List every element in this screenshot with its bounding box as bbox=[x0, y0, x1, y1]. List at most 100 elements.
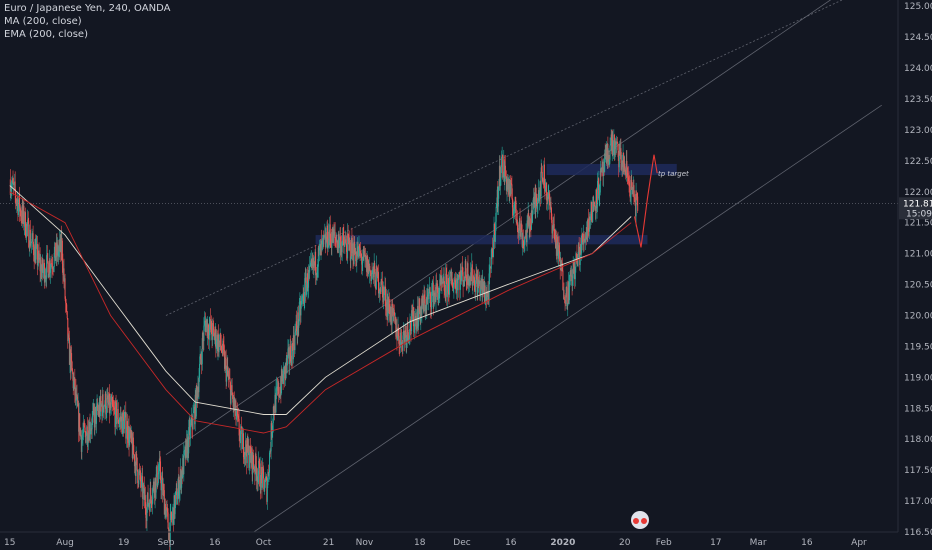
candle-body bbox=[420, 306, 422, 315]
candle-body bbox=[367, 260, 369, 277]
candle-body bbox=[167, 508, 169, 513]
candle-body bbox=[558, 245, 560, 259]
candle-body bbox=[398, 336, 400, 347]
candle-body bbox=[248, 462, 250, 468]
candle-body bbox=[534, 194, 536, 208]
price-tick-label: 125.000 bbox=[904, 2, 932, 12]
candle-body bbox=[407, 323, 409, 333]
candle-body bbox=[520, 230, 522, 237]
candle-body bbox=[264, 480, 266, 488]
candle-body bbox=[191, 415, 193, 428]
candle-body bbox=[119, 419, 121, 423]
candle-body bbox=[603, 167, 605, 176]
candle-body bbox=[316, 270, 318, 275]
channel-line bbox=[253, 104, 882, 533]
candle-body bbox=[163, 490, 165, 515]
candle-body bbox=[83, 422, 85, 434]
candle-body bbox=[479, 289, 481, 296]
candle-body bbox=[461, 266, 463, 275]
candle-body bbox=[194, 406, 196, 425]
candle-body bbox=[103, 408, 105, 413]
candle-body bbox=[336, 241, 338, 243]
candle-body bbox=[157, 472, 159, 484]
candle-body bbox=[175, 491, 177, 499]
candle-body bbox=[549, 201, 551, 210]
moving-average-lines bbox=[9, 185, 632, 434]
candle-body bbox=[478, 280, 480, 282]
candle-body bbox=[488, 297, 490, 301]
candle-body bbox=[147, 492, 149, 507]
candle-body bbox=[320, 240, 322, 256]
candle-body bbox=[70, 353, 72, 373]
candle-body bbox=[104, 405, 106, 407]
candle-body bbox=[633, 185, 635, 198]
candle-body bbox=[437, 292, 439, 304]
candle-body bbox=[13, 182, 15, 186]
candle-body bbox=[351, 243, 353, 254]
candle-body bbox=[441, 281, 443, 284]
candle-body bbox=[188, 427, 190, 454]
candle-body bbox=[601, 167, 603, 170]
candle-body bbox=[614, 141, 616, 150]
candle-body bbox=[246, 452, 248, 464]
candle-body bbox=[555, 235, 557, 243]
candle-body bbox=[66, 311, 68, 319]
candle-body bbox=[29, 229, 31, 249]
candle-body bbox=[389, 306, 391, 321]
ma-indicator-label[interactable]: MA (200, close) bbox=[4, 16, 82, 27]
projection-line bbox=[633, 154, 658, 248]
candle-body bbox=[564, 299, 566, 303]
candle-body bbox=[199, 354, 201, 364]
candle-body bbox=[502, 154, 504, 178]
candle-body bbox=[345, 239, 347, 244]
candle-body bbox=[543, 164, 545, 184]
candle-body bbox=[224, 350, 225, 369]
candle-body bbox=[233, 396, 235, 407]
price-tick-label: 118.000 bbox=[904, 435, 932, 445]
candle-body bbox=[557, 236, 559, 259]
candle-body bbox=[635, 193, 637, 217]
candle-body bbox=[603, 167, 605, 173]
ema-indicator-label[interactable]: EMA (200, close) bbox=[4, 29, 88, 40]
candle-body bbox=[275, 388, 277, 413]
candle-body bbox=[98, 410, 100, 415]
candle-body bbox=[392, 304, 394, 306]
candle-body bbox=[397, 327, 399, 339]
candle-body bbox=[471, 264, 473, 287]
candle-body bbox=[341, 242, 343, 253]
candle-body bbox=[148, 503, 150, 504]
candle-body bbox=[349, 242, 351, 261]
candle-body bbox=[183, 450, 185, 475]
candle-body bbox=[192, 427, 194, 430]
candle-body bbox=[396, 327, 398, 341]
candle-body bbox=[88, 430, 90, 441]
candle-body bbox=[254, 453, 256, 475]
candle-body bbox=[449, 276, 451, 295]
candle-body bbox=[56, 242, 58, 256]
candle-body bbox=[353, 259, 355, 265]
candle-body bbox=[169, 513, 171, 544]
candle-body bbox=[446, 283, 448, 298]
candle-body bbox=[220, 345, 222, 348]
candle-body bbox=[379, 288, 381, 291]
candle-body bbox=[182, 458, 184, 475]
candle-body bbox=[307, 287, 309, 291]
candle-body bbox=[204, 320, 206, 322]
candle-body bbox=[107, 395, 109, 403]
candle-body bbox=[186, 439, 188, 458]
candle-body bbox=[223, 346, 225, 351]
time-tick-label: 17 bbox=[710, 538, 721, 548]
candle-body bbox=[427, 294, 429, 300]
candle-body bbox=[324, 233, 326, 247]
symbol-title[interactable]: Euro / Japanese Yen, 240, OANDA bbox=[4, 3, 171, 14]
candle-body bbox=[101, 394, 103, 417]
candle-body bbox=[201, 359, 203, 365]
price-tick-label: 124.000 bbox=[904, 64, 932, 74]
candle-body bbox=[130, 429, 132, 437]
candle-body bbox=[419, 298, 421, 312]
candle-body bbox=[68, 335, 70, 338]
candle-body bbox=[433, 295, 435, 308]
candle-body bbox=[221, 352, 223, 354]
